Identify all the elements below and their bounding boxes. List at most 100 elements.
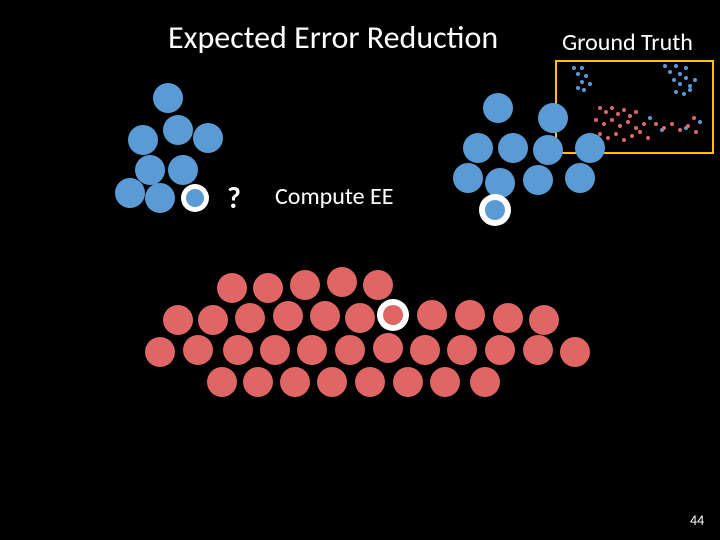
cluster-blue-dot: [565, 163, 595, 193]
gt-blue-dot: [682, 92, 686, 96]
gt-blue-dot: [693, 78, 697, 82]
cluster-red-dot: [345, 303, 375, 333]
cluster-red-dot: [485, 335, 515, 365]
gt-blue-dot: [678, 82, 682, 86]
cluster-red-dot: [410, 335, 440, 365]
gt-red-dot: [598, 106, 602, 110]
cluster-red-dot: [273, 301, 303, 331]
cluster-blue-dot: [163, 115, 193, 145]
cluster-red-dot: [290, 270, 320, 300]
cluster-red-dot: [560, 337, 590, 367]
gt-red-dot: [616, 112, 620, 116]
gt-blue-dot: [678, 72, 682, 76]
gt-blue-dot: [684, 66, 688, 70]
cluster-blue-dot: [453, 163, 483, 193]
cluster-blue-dot: [153, 83, 183, 113]
gt-blue-dot: [663, 64, 667, 68]
cluster-red-dot: [280, 367, 310, 397]
gt-red-dot: [634, 126, 638, 130]
gt-red-dot: [692, 116, 696, 120]
cluster-blue-dot: [128, 125, 158, 155]
cluster-blue-dot: [538, 103, 568, 133]
gt-blue-dot: [698, 120, 702, 124]
cluster-blue-dot: [523, 165, 553, 195]
cluster-blue-dot: [168, 155, 198, 185]
gt-blue-dot: [582, 88, 586, 92]
gt-blue-dot: [580, 66, 584, 70]
cluster-blue-dot: [145, 183, 175, 213]
compute-ee-label: Compute EE: [275, 182, 393, 211]
cluster-blue-dot: [115, 178, 145, 208]
query-point-fill: [186, 189, 204, 207]
cluster-red-dot: [393, 367, 423, 397]
cluster-blue-dot: [575, 133, 605, 163]
gt-blue-dot: [648, 116, 652, 120]
cluster-red-dot: [430, 367, 460, 397]
cluster-red-dot: [235, 303, 265, 333]
cluster-red-dot: [447, 335, 477, 365]
cluster-red-dot: [310, 301, 340, 331]
gt-red-dot: [618, 124, 622, 128]
cluster-red-dot: [260, 335, 290, 365]
gt-red-dot: [630, 134, 634, 138]
cluster-red-dot: [198, 305, 228, 335]
cluster-red-dot: [373, 333, 403, 363]
cluster-red-dot: [317, 367, 347, 397]
cluster-blue-dot: [533, 135, 563, 165]
cluster-red-dot: [355, 367, 385, 397]
gt-red-dot: [678, 128, 682, 132]
cluster-red-dot: [183, 335, 213, 365]
cluster-blue-dot: [485, 168, 515, 198]
gt-blue-dot: [688, 88, 692, 92]
gt-red-dot: [654, 122, 658, 126]
page-number: 44: [690, 512, 704, 529]
gt-blue-dot: [684, 76, 688, 80]
gt-blue-dot: [584, 74, 588, 78]
gt-blue-dot: [572, 66, 576, 70]
query-point-fill: [485, 200, 505, 220]
cluster-red-dot: [523, 335, 553, 365]
cluster-blue-dot: [193, 123, 223, 153]
cluster-red-dot: [335, 335, 365, 365]
gt-red-dot: [694, 130, 698, 134]
cluster-red-dot: [253, 273, 283, 303]
query-point-fill: [383, 305, 403, 325]
gt-red-dot: [628, 114, 632, 118]
gt-blue-dot: [674, 64, 678, 68]
gt-red-dot: [634, 110, 638, 114]
cluster-red-dot: [145, 337, 175, 367]
cluster-red-dot: [493, 303, 523, 333]
gt-red-dot: [670, 122, 674, 126]
gt-red-dot: [610, 106, 614, 110]
cluster-red-dot: [243, 367, 273, 397]
gt-red-dot: [614, 132, 618, 136]
gt-blue-dot: [674, 90, 678, 94]
gt-blue-dot: [588, 82, 592, 86]
question-mark: ?: [227, 180, 241, 217]
gt-red-dot: [638, 130, 642, 134]
cluster-red-dot: [455, 300, 485, 330]
gt-blue-dot: [672, 78, 676, 82]
gt-red-dot: [622, 138, 626, 142]
cluster-red-dot: [207, 367, 237, 397]
gt-blue-dot: [576, 72, 580, 76]
cluster-blue-dot: [483, 93, 513, 123]
cluster-red-dot: [363, 270, 393, 300]
cluster-red-dot: [470, 367, 500, 397]
gt-blue-dot: [580, 80, 584, 84]
cluster-red-dot: [297, 335, 327, 365]
cluster-red-dot: [417, 300, 447, 330]
cluster-blue-dot: [463, 133, 493, 163]
cluster-red-dot: [327, 267, 357, 297]
cluster-red-dot: [223, 335, 253, 365]
ground-truth-label: Ground Truth: [562, 28, 693, 57]
gt-red-dot: [622, 108, 626, 112]
gt-blue-dot: [576, 86, 580, 90]
cluster-blue-dot: [498, 133, 528, 163]
gt-red-dot: [662, 126, 666, 130]
gt-blue-dot: [668, 70, 672, 74]
gt-red-dot: [646, 136, 650, 140]
gt-red-dot: [602, 122, 606, 126]
slide-title: Expected Error Reduction: [168, 18, 498, 57]
gt-red-dot: [594, 118, 598, 122]
